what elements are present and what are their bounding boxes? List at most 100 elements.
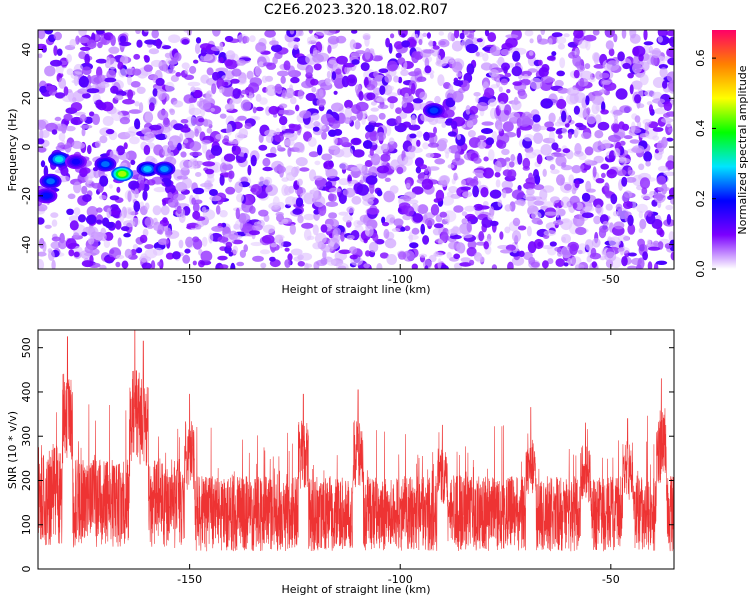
spectrogram-cell xyxy=(385,37,390,48)
spectrogram-cell xyxy=(660,117,674,123)
spectrogram-cell xyxy=(179,159,191,171)
spectrogram-cell xyxy=(386,254,398,265)
spectrogram-cell xyxy=(542,260,549,269)
spectrogram-cell xyxy=(560,196,571,209)
spectrogram-cell xyxy=(272,196,280,208)
spectrogram-cell xyxy=(574,179,580,189)
spectrogram-cell xyxy=(506,89,511,94)
spectrogram-cell xyxy=(413,67,422,76)
spectrogram-cell xyxy=(333,90,338,95)
spectrogram-cell xyxy=(255,106,264,112)
spectrogram-cell xyxy=(257,180,264,187)
spectrogram-cell xyxy=(572,54,582,67)
spectrogram-cell xyxy=(441,122,447,128)
spectrogram-cell xyxy=(409,242,419,249)
spectrogram-cell xyxy=(517,225,527,231)
spectrogram-cell xyxy=(488,149,495,161)
spectrogram-cell xyxy=(215,133,224,140)
spectrogram-cell xyxy=(403,195,412,202)
snr-ylabel: SNR (10 * v/v) xyxy=(6,411,19,489)
spectrogram-cell xyxy=(600,163,609,170)
spectrogram-cell xyxy=(281,218,289,224)
spectrogram-cell xyxy=(518,250,525,257)
spectrogram-cell xyxy=(478,231,485,242)
spectrogram-cell xyxy=(238,212,247,224)
spectrogram-cell xyxy=(669,82,674,92)
spectrogram-cell xyxy=(481,128,493,134)
spectrogram-cell xyxy=(573,30,584,39)
spectrogram-cell xyxy=(529,77,543,90)
spectrogram-cell xyxy=(511,66,523,77)
spectrogram-cell xyxy=(419,91,428,101)
spectrogram-cell xyxy=(60,165,69,177)
spectrogram-cell xyxy=(469,179,479,187)
spectrogram-cell xyxy=(642,251,648,261)
spectrogram-cell xyxy=(333,135,338,146)
spectrogram-cell xyxy=(465,43,479,54)
spectrogram-cell xyxy=(376,189,383,197)
spectrogram-cell xyxy=(401,99,408,108)
spectrogram-cell xyxy=(613,147,621,158)
spectrogram-cell xyxy=(668,127,673,133)
spectrogram-cell xyxy=(498,86,503,93)
spectrogram-cell xyxy=(219,57,224,63)
spectrogram-cell xyxy=(432,45,440,50)
spectrogram-cell xyxy=(143,54,148,61)
spectrogram-cell xyxy=(331,102,344,112)
spectrogram-cell xyxy=(370,101,377,106)
spectrogram-cell xyxy=(501,180,513,190)
spectrogram-cell xyxy=(115,220,122,230)
spectrogram-cell xyxy=(562,148,571,154)
spectrogram-cell xyxy=(164,227,172,238)
spectrogram-cell xyxy=(143,30,149,33)
spectrogram-cell xyxy=(111,109,123,121)
spectrogram-cell xyxy=(372,232,379,242)
spectrogram-cell xyxy=(224,103,235,111)
spectrogram-cell xyxy=(165,69,176,74)
spectrogram-cell xyxy=(246,70,254,80)
spectrogram-cell xyxy=(50,241,61,250)
spectrogram-cell xyxy=(570,256,582,266)
spectrogram-cell xyxy=(201,236,208,247)
x-tick-label: -50 xyxy=(602,273,620,286)
spectrogram-cell xyxy=(433,223,444,229)
spectrogram-cell xyxy=(522,157,531,169)
spectrogram-cell xyxy=(209,189,218,196)
spectrogram-cell xyxy=(258,144,268,151)
spectrogram-cell xyxy=(173,52,182,62)
spectrogram-cell xyxy=(427,166,440,171)
spectrogram-cell xyxy=(654,107,667,115)
spectrogram-cell xyxy=(531,217,542,225)
spectrogram-cell xyxy=(518,115,532,127)
spectrogram-cell xyxy=(406,182,411,189)
page-title: C2E6.2023.320.18.02.R07 xyxy=(263,2,449,18)
spectrogram-cell xyxy=(459,32,465,40)
spectrogram-cell xyxy=(153,221,161,231)
spectrogram-cell xyxy=(282,132,295,138)
spectrogram-cell xyxy=(600,109,609,115)
spectrogram-cell xyxy=(231,68,242,77)
spectrogram-cell xyxy=(344,107,353,120)
spectrogram-cell xyxy=(421,178,434,190)
spectrogram-cell xyxy=(497,124,503,132)
spectrogram-cell xyxy=(309,34,319,42)
spectrogram-cell xyxy=(320,245,334,253)
spectrogram-cell xyxy=(386,118,398,127)
spectrogram-cell xyxy=(41,130,50,138)
spectrogram-cell xyxy=(658,64,669,70)
spectrogram-cell xyxy=(228,139,241,144)
spectrogram-cell xyxy=(287,146,292,158)
spectrogram-cell xyxy=(236,193,244,203)
spectrogram-cell xyxy=(485,137,495,146)
spectrogram-cell xyxy=(647,261,653,269)
spectrogram-cell xyxy=(447,164,455,169)
spectrogram-cell xyxy=(194,43,201,55)
spectrogram-cell xyxy=(304,262,309,269)
spectrogram-cell xyxy=(488,69,499,78)
spectrogram-cell xyxy=(44,224,52,229)
spectrogram-cell xyxy=(322,250,327,260)
spectrogram-cell xyxy=(217,236,229,243)
spectrogram-cell xyxy=(81,260,94,268)
spectrogram-cell xyxy=(235,78,247,85)
spectrogram-cell xyxy=(247,82,260,93)
